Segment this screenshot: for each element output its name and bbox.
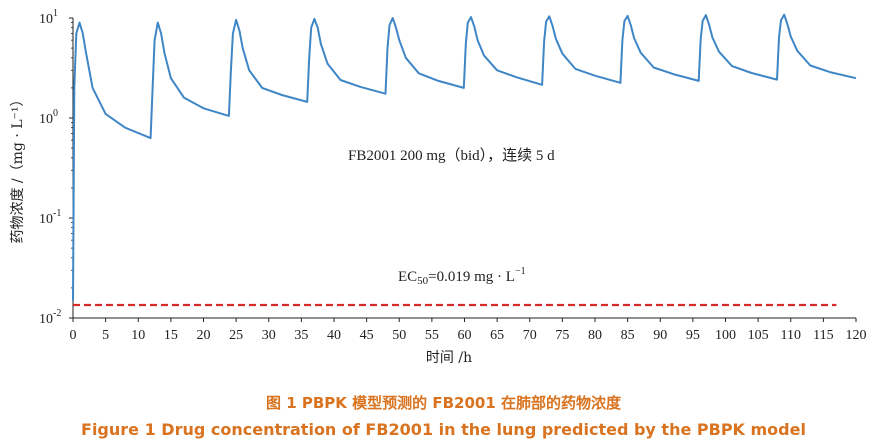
- ec50-subscript: 50: [417, 275, 429, 287]
- x-tick-label: 85: [621, 328, 635, 343]
- y-tick-label: 100: [39, 108, 58, 127]
- y-tick-base: 10: [39, 12, 53, 27]
- y-tick-label: 10-2: [39, 308, 61, 327]
- y-tick-base: 10: [39, 112, 53, 127]
- x-tick-label: 115: [813, 328, 833, 343]
- x-tick-label: 70: [523, 328, 537, 343]
- x-axis-title: 时间 /h: [426, 350, 472, 366]
- concentration-line: [72, 13, 857, 301]
- ec50-annotation: EC50=0.019 mg · L−1: [398, 266, 526, 287]
- dosing-text: FB2001 200 mg（bid），连续 5 d: [348, 147, 555, 164]
- x-tick-label: 40: [327, 328, 341, 343]
- x-tick-label: 60: [458, 328, 472, 343]
- x-tick-label: 65: [490, 328, 504, 343]
- x-tick-label: 75: [555, 328, 569, 343]
- x-tick-label: 15: [164, 328, 178, 343]
- figure-caption-chinese: 图 1 PBPK 模型预测的 FB2001 在肺部的药物浓度: [265, 394, 622, 412]
- y-tick-base: 10: [39, 212, 53, 227]
- x-tick-label: 95: [686, 328, 700, 343]
- y-tick-label: 10-1: [39, 208, 61, 227]
- y-tick-exponent: 1: [53, 8, 58, 19]
- ec50-value: =0.019 mg · L: [428, 269, 515, 285]
- x-tick-label: 10: [131, 328, 145, 343]
- y-tick-label: 101: [39, 8, 58, 27]
- x-tick-label: 105: [748, 328, 769, 343]
- y-tick-exponent: 0: [53, 108, 58, 119]
- x-tick-label: 110: [781, 328, 801, 343]
- x-tick-labels: 0 5 10 15 20 25 30 35 40 45 50 55 60 65 70 75 80 85 90 95 10…: [70, 328, 867, 343]
- x-tick-label: 20: [197, 328, 211, 343]
- x-tick-label: 90: [653, 328, 667, 343]
- y-axis-title: 药物浓度 /（mg · L⁻¹）: [10, 92, 26, 243]
- y-tick-base: 10: [39, 312, 53, 327]
- series-layer: [72, 13, 857, 307]
- dosing-annotation: FB2001 200 mg（bid），连续 5 d: [348, 147, 555, 164]
- x-tick-label: 25: [229, 328, 243, 343]
- figure-caption-english: Figure 1 Drug concentration of FB2001 in…: [81, 420, 806, 439]
- x-tick-label: 45: [360, 328, 374, 343]
- x-tick-label: 55: [425, 328, 439, 343]
- ec50-superscript: −1: [515, 266, 526, 277]
- x-tick-label: 80: [588, 328, 602, 343]
- x-tick-label: 50: [392, 328, 406, 343]
- y-tick-exponent: -2: [53, 308, 61, 319]
- concentration-chart: 0 5 10 15 20 25 30 35 40 45 50 55 60 65 70 75 80 85 90 95 10…: [10, 8, 867, 366]
- x-tick-label: 30: [262, 328, 276, 343]
- x-tick-label: 5: [102, 328, 109, 343]
- y-tick-exponent: -1: [53, 208, 61, 219]
- x-tick-label: 35: [294, 328, 308, 343]
- x-tick-label: 0: [70, 328, 77, 343]
- ec50-prefix: EC: [398, 269, 417, 285]
- x-tick-label: 100: [715, 328, 736, 343]
- x-tick-label: 120: [846, 328, 867, 343]
